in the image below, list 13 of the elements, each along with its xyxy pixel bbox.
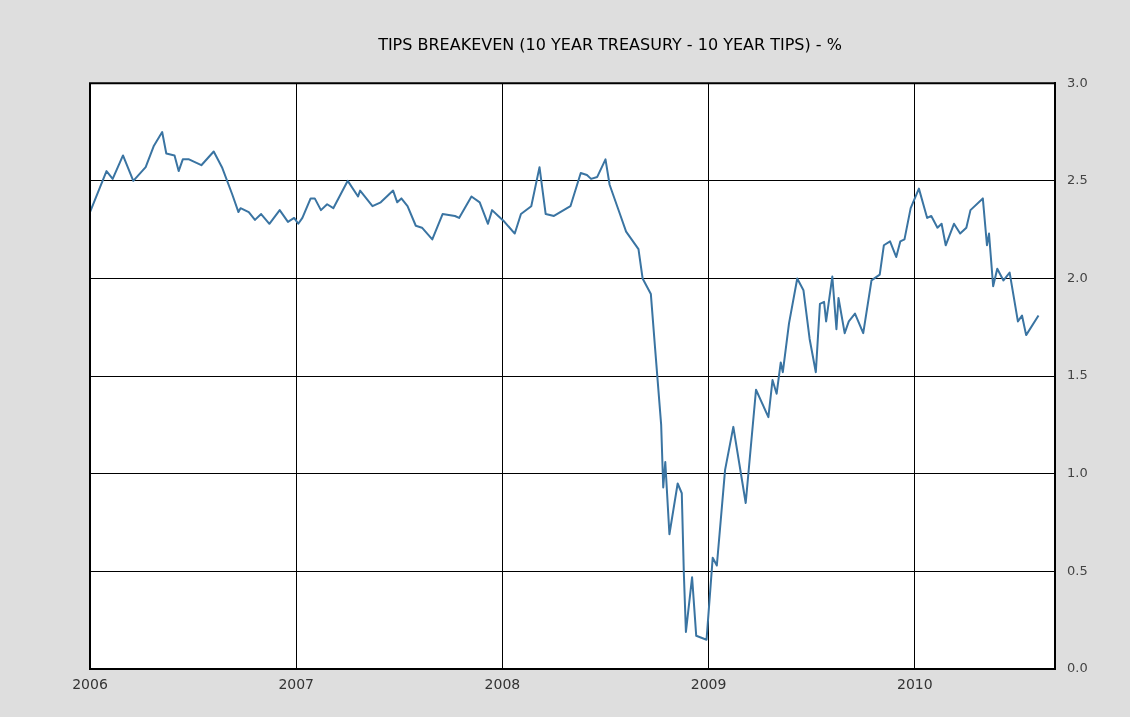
x-tick-label: 2006	[72, 676, 108, 693]
y-tick-label: 2.0	[1067, 269, 1088, 285]
y-tick-label: 3.0	[1067, 74, 1088, 90]
x-tick-label: 2007	[278, 676, 315, 693]
y-tick-label: 2.5	[1067, 172, 1088, 188]
x-tick-label: 2009	[690, 676, 727, 693]
y-tick-label: 1.5	[1067, 367, 1088, 383]
y-tick-label: 0.5	[1067, 562, 1088, 578]
x-tick-label: 2010	[896, 676, 933, 693]
x-tick-label: 2008	[484, 676, 521, 693]
y-tick-label: 0.0	[1067, 660, 1088, 676]
chart-title: TIPS BREAKEVEN (10 YEAR TREASURY - 10 YEAR TIPS) - %	[377, 34, 842, 54]
y-tick-label: 1.0	[1067, 465, 1088, 481]
